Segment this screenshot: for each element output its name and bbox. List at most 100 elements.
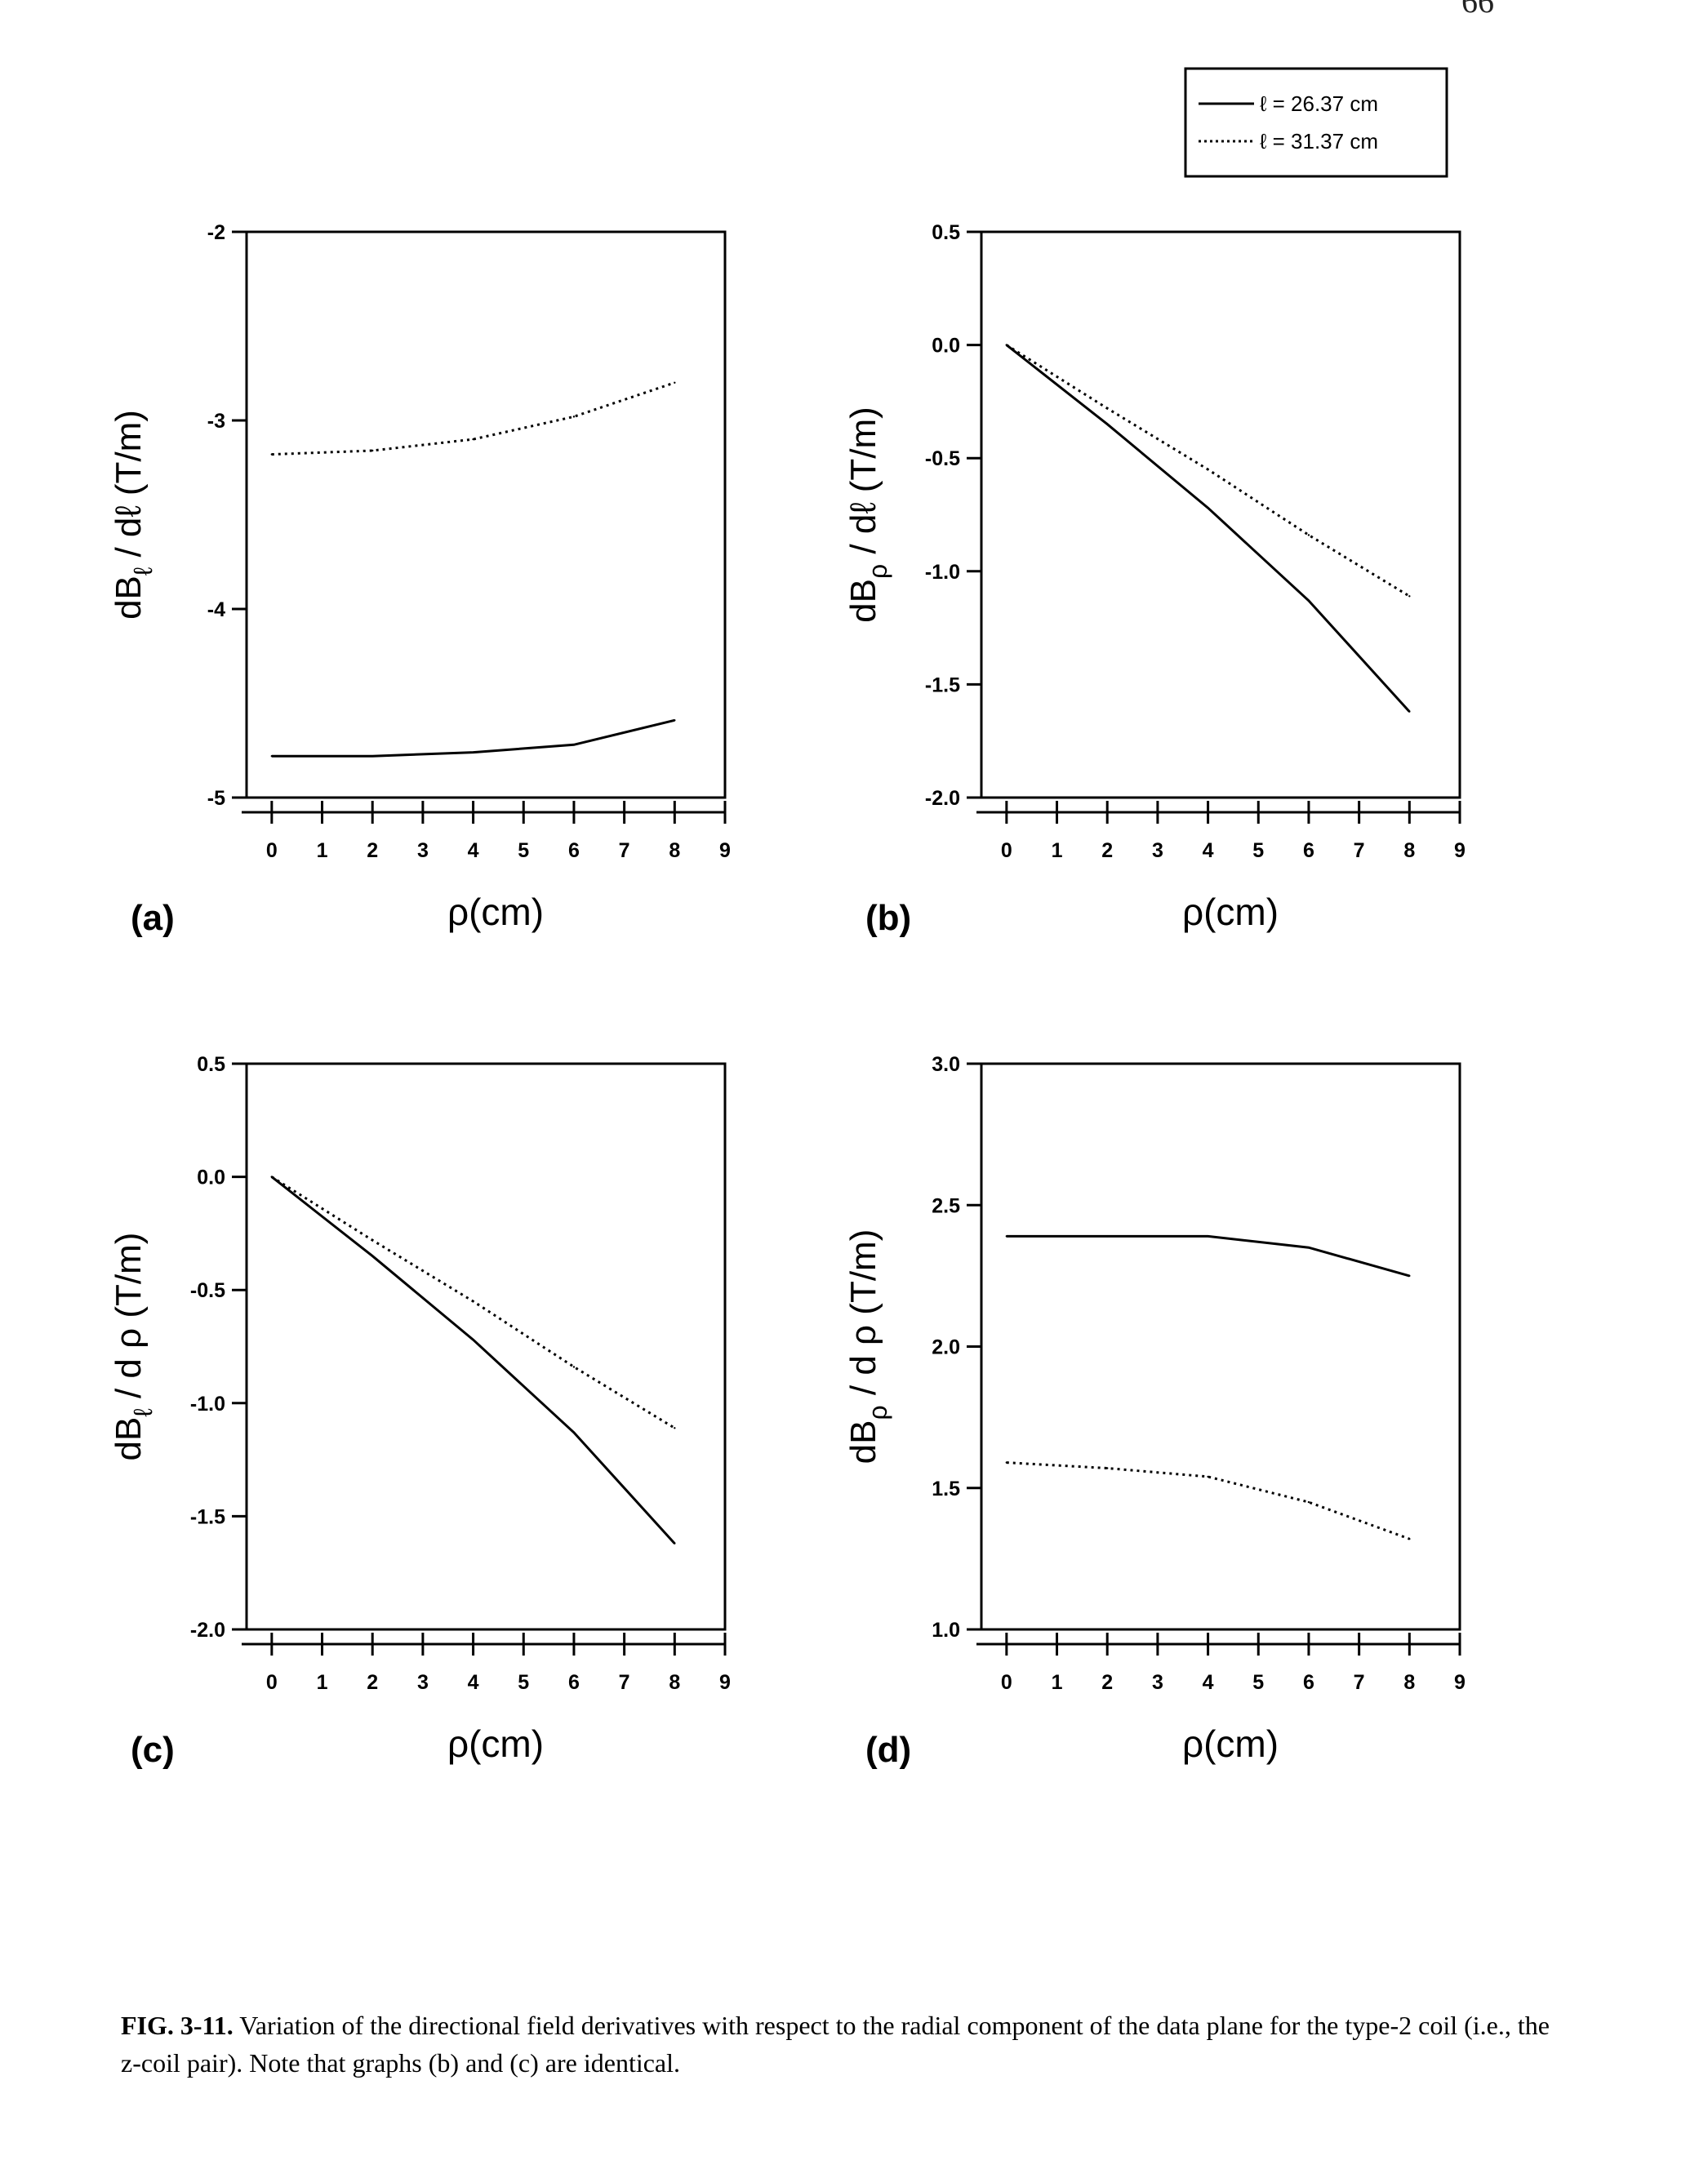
data-point <box>1207 1475 1209 1478</box>
data-point <box>1307 599 1310 602</box>
x-axis-label-a: ρ(cm) <box>447 891 544 933</box>
panel-d: 1.0 1.5 2.0 2.5 3.0 0 1 2 3 4 5 6 7 8 9 dBρ / d ρ (T/m)… <box>843 1053 1466 1770</box>
y-label-sub: ℓ <box>128 1408 158 1416</box>
y-tick-label: -2.0 <box>925 787 960 810</box>
y-tick-label: -1.0 <box>925 561 960 584</box>
y-tick-label: -2 <box>207 221 225 244</box>
data-point <box>1207 506 1209 509</box>
x-tick-label: 0 <box>1001 839 1012 862</box>
x-tick-label: 1 <box>317 1671 328 1694</box>
x-tick-label: 7 <box>1354 1671 1365 1694</box>
panel-b: -2.0 -1.5 -1.0 -0.5 0.0 0.5 0 1 2 3 4 5 6 7 8 9 dBρ / dℓ… <box>843 221 1466 938</box>
data-point <box>572 1431 576 1434</box>
x-tick-label: 0 <box>266 839 278 862</box>
y-tick-label: 2.0 <box>932 1336 960 1359</box>
caption-number: FIG. 3-11. <box>121 2011 234 2040</box>
x-tick-label: 6 <box>1303 1671 1314 1694</box>
panel-label-b: (b) <box>865 898 911 938</box>
data-point <box>572 1366 576 1368</box>
legend-label-dotted: ℓ = 31.37 cm <box>1260 129 1378 153</box>
data-point <box>472 1338 474 1341</box>
data-point <box>1207 468 1209 471</box>
y-tick-label: 0.5 <box>932 221 960 244</box>
x-tick-label: 2 <box>367 839 378 862</box>
x-tick-label: 1 <box>1052 1671 1063 1694</box>
data-point <box>472 751 474 753</box>
y-tick-label: 1.0 <box>932 1619 960 1642</box>
data-point <box>674 719 676 722</box>
y-label-rest: / d ρ (T/m) <box>109 1233 149 1409</box>
series-line-dotted <box>1006 1461 1410 1540</box>
data-point <box>270 1176 274 1178</box>
y-label-sub: ρ <box>863 1405 892 1420</box>
x-tick-label: 4 <box>1203 839 1214 862</box>
y-tick-label: -3 <box>207 410 225 433</box>
x-tick-label: 0 <box>266 1671 278 1694</box>
y-label-main: dB <box>843 579 883 623</box>
data-point <box>1005 344 1008 346</box>
x-tick-label: 5 <box>518 1671 529 1694</box>
x-tick-label: 5 <box>1252 1671 1264 1694</box>
x-tick-label: 7 <box>1354 839 1365 862</box>
data-point <box>371 449 374 452</box>
data-point <box>1408 1537 1411 1540</box>
x-tick-label: 0 <box>1001 1671 1012 1694</box>
y-axis-label-d: dBρ / d ρ (T/m) <box>843 1229 892 1465</box>
x-axis-label-d: ρ(cm) <box>1182 1722 1279 1765</box>
data-point <box>1106 423 1109 425</box>
series-line-dotted <box>1006 344 1411 598</box>
data-point <box>674 1542 676 1545</box>
x-tick-label: 7 <box>619 839 630 862</box>
x-tick-label: 5 <box>1252 839 1264 862</box>
plot-frame-b <box>980 230 1461 799</box>
x-tick-label: 1 <box>317 839 328 862</box>
y-tick-label: -1.0 <box>190 1393 225 1416</box>
x-tick-label: 3 <box>1152 839 1163 862</box>
x-axis-label-c: ρ(cm) <box>447 1722 544 1765</box>
y-label-rest: / dℓ (T/m) <box>843 407 883 564</box>
y-tick-label: 0.5 <box>197 1053 225 1076</box>
data-point <box>1005 1235 1008 1238</box>
data-point <box>472 438 474 441</box>
x-tick-label: 4 <box>468 1671 479 1694</box>
y-label-sub: ρ <box>863 564 892 579</box>
panel-label-d: (d) <box>865 1730 911 1770</box>
x-tick-label: 3 <box>1152 1671 1163 1694</box>
data-point <box>1106 1235 1109 1238</box>
series-line-dotted <box>271 381 675 456</box>
page-number: 66 <box>1461 0 1494 20</box>
data-point <box>572 416 576 418</box>
series-line-solid <box>270 1176 676 1545</box>
legend-box <box>1184 67 1448 178</box>
x-tick-label: 3 <box>417 1671 429 1694</box>
y-tick-label: -1.5 <box>190 1505 225 1528</box>
y-tick-label: -0.5 <box>190 1279 225 1302</box>
panel-c: -2.0 -1.5 -1.0 -0.5 0.0 0.5 0 1 2 3 4 5 6 7 8 9 dBℓ / d … <box>109 1053 731 1770</box>
y-axis-label-b: dBρ / dℓ (T/m) <box>843 407 892 623</box>
legend-label-solid: ℓ = 26.37 cm <box>1260 91 1378 116</box>
data-point <box>674 1427 676 1429</box>
x-tick-label: 3 <box>417 839 429 862</box>
y-tick-label: -1.5 <box>925 673 960 696</box>
y-label-main: dB <box>843 1420 883 1465</box>
y-tick-label: -5 <box>207 787 225 810</box>
y-tick-label: 1.5 <box>932 1478 960 1500</box>
series-line-dotted <box>271 1176 676 1429</box>
y-label-rest: / dℓ (T/m) <box>109 410 149 567</box>
y-tick-label: 2.5 <box>932 1194 960 1217</box>
x-tick-label: 6 <box>568 839 580 862</box>
y-axis-label-a: dBℓ / dℓ (T/m) <box>109 410 158 620</box>
y-label-main: dB <box>109 1417 149 1461</box>
x-tick-label: 1 <box>1052 839 1063 862</box>
plot-frame-c <box>245 1062 727 1631</box>
y-tick-label: -2.0 <box>190 1619 225 1642</box>
y-tick-label: 0.0 <box>932 335 960 358</box>
data-point <box>1408 595 1411 598</box>
x-tick-label: 2 <box>1101 839 1113 862</box>
x-tick-label: 9 <box>719 839 731 862</box>
y-label-rest: / d ρ (T/m) <box>843 1229 883 1406</box>
x-axis-label-b: ρ(cm) <box>1182 891 1279 933</box>
data-point <box>572 744 576 746</box>
